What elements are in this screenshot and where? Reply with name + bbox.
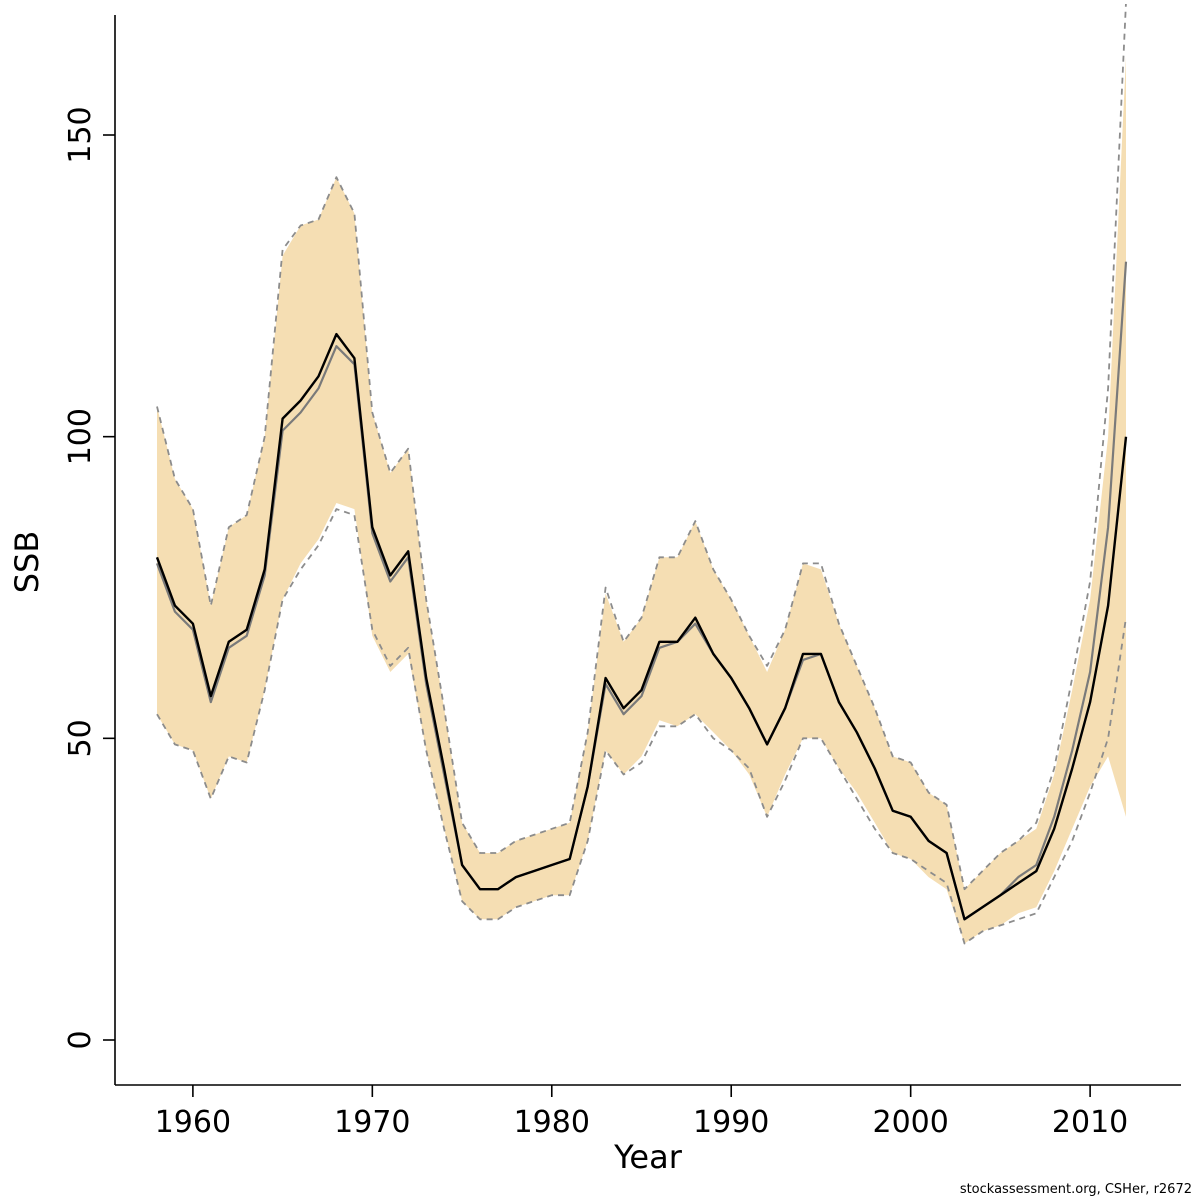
y-tick-label: 0 [63,1030,98,1049]
lower-confidence-dashed-line [156,508,1127,945]
plot-area [155,4,1128,945]
x-tick-label: 2000 [872,1105,948,1140]
source-note: stockassessment.org, CSHer, r2672 [960,1182,1192,1197]
x-axis-title: Year [613,1138,683,1176]
x-tick-label: 1960 [155,1105,231,1140]
x-tick-label: 1990 [693,1105,769,1140]
x-tick-label: 2010 [1052,1105,1128,1140]
confidence-band [157,56,1126,944]
y-tick-label: 150 [63,106,98,163]
median-ssb-line [155,332,1128,921]
upper-confidence-dashed-line [156,4,1127,891]
x-tick-label: 1970 [334,1105,410,1140]
y-tick-label: 100 [63,408,98,465]
y-tick-label: 50 [63,719,98,757]
y-axis-title: SSB [8,531,46,594]
axes: 1960 1970 1980 1990 2000 2010 0 50 100 150 [63,15,1181,1140]
x-tick-label: 1980 [514,1105,590,1140]
